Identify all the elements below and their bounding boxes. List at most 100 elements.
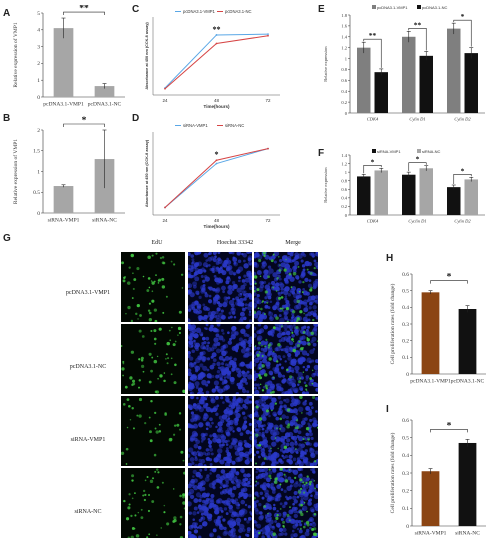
y-axis-label: Relative expression of VMP1 [12,139,19,204]
y-tick-label: 0 [345,213,348,218]
fluorescence-image [188,252,252,322]
data-point [215,34,218,36]
bar [419,55,433,113]
microscopy-tile [188,252,252,322]
y-tick-label: 1.2 [341,45,347,50]
y-tick-label: 0.2 [341,204,347,209]
bar-chart-i: 0 0.1 0.2 0.3 0.4 0.5 0.6 Cell proliferation ra… [389,418,486,537]
data-point [267,147,269,150]
y-tick-label: 0.6 [341,187,347,192]
data-point [164,87,166,90]
bar [458,309,477,374]
fluorescence-image [121,326,185,394]
x-tick-label: siRNA-VMP1 [48,218,80,224]
y-tick-label: 0.1 [402,355,409,361]
bar [421,471,440,526]
bar [357,176,371,215]
significance-marker: * [371,157,375,166]
significance-marker: * [416,155,420,164]
fluorescence-image [123,468,185,538]
x-tick-label: CDK4 [367,219,379,224]
microscopy-tile [254,396,318,466]
microscopy-tile [188,396,252,466]
data-point [215,162,218,165]
x-axis-label: Time(hours) [204,224,230,229]
panel-label-f: F [318,148,325,159]
legend-swatch [417,149,421,153]
y-tick-label: 0 [345,111,348,116]
y-tick-label: 0.5 [33,190,40,196]
x-tick-label: 24 [162,98,168,103]
legend-label: pcDNA3.1-VMP1 [377,5,408,10]
row-label-pcdna-nc: pcDNA3.1-NC [69,364,107,370]
significance-bracket [363,38,382,68]
y-tick-label: 0 [37,211,40,217]
x-tick-label: pcDNA3.1-VMP1 [43,102,84,108]
fluorescence-image [188,396,252,466]
bar [402,174,416,215]
data-point [267,34,269,37]
x-tick-label: pcDNA3.1-VMP1 [410,379,451,385]
bar [53,186,74,213]
microscopy-tile [121,252,185,322]
y-axis-label: Absorbance at 450 nm (CCK-8 assay) [145,22,149,90]
microscopy-tile [188,324,252,394]
column-label-hoechst: Hoechst 33342 [216,240,254,246]
x-axis-label: Time(hours) [204,104,230,109]
bar [419,168,433,215]
y-tick-label: 2 [37,128,40,134]
panel-label-d: D [132,113,140,124]
bar-chart-h: 0 0.1 0.2 0.3 0.4 0.5 0.6 Cell proliferation ra… [389,272,486,385]
y-tick-label: 0.3 [402,471,409,477]
x-tick-label: 72 [265,98,271,103]
x-tick-label: 72 [265,218,271,223]
y-tick-label: 0.4 [341,89,347,94]
legend-label: siRNA-NC [422,149,441,154]
x-tick-label: Cyclin D1 [408,219,426,224]
y-tick-label: 0.6 [402,272,409,278]
line-chart-c: 24 48 72 Time(hours) Absorbance at 450 nm (C… [145,9,280,109]
significance-marker: ** [369,31,377,40]
column-label-edu: EdU [151,240,163,246]
significance-marker: ** [79,5,89,14]
significance-marker: ** [213,25,221,34]
y-tick-label: 1.4 [341,153,347,158]
fluorescence-image [188,324,252,394]
y-tick-label: 0.5 [402,435,409,441]
bar [464,53,478,113]
y-tick-label: 1 [345,56,347,61]
fluorescence-image [121,397,185,465]
fluorescence-image [254,324,318,394]
y-tick-label: 0.8 [341,179,347,184]
x-tick-label: CDK4 [367,117,379,122]
data-point [164,206,166,209]
series-line [164,33,269,89]
row-label-sirna-vmp1: siRNA-VMP1 [70,437,106,443]
y-tick-label: 0 [406,372,409,378]
legend-swatch [372,5,376,9]
x-tick-label: 48 [214,218,220,223]
legend-label: pcDNA3.1-NC [422,5,447,10]
y-tick-label: 1.6 [341,24,347,29]
line-chart-d: 24 48 72 Time(hours) Absorbance at 450 nm (C… [145,123,280,229]
legend-label: siRNA-NC [225,123,244,128]
legend-swatch [417,5,421,9]
legend-label: siRNA-VMP1 [183,123,208,128]
microscopy-tile [121,396,185,466]
fluorescence-image [254,396,318,466]
y-tick-label: 0.2 [341,100,347,105]
y-tick-label: 0.6 [341,78,347,83]
microscopy-tile [254,468,318,538]
microscopy-tile [121,468,185,538]
significance-bracket [430,429,468,433]
bar [464,179,478,215]
x-tick-label: siRNA-NC [455,531,480,537]
row-label-pcdna-vmp1: pcDNA3.1-VMP1 [65,290,111,296]
row-label-sirna-nc: siRNA-NC [74,509,102,515]
y-tick-label: 1 [37,78,40,84]
y-tick-label: 0.8 [341,67,347,72]
significance-bracket [363,164,382,174]
data-point [215,159,218,162]
y-tick-label: 0 [37,95,40,101]
panel-label-b: B [3,113,11,124]
